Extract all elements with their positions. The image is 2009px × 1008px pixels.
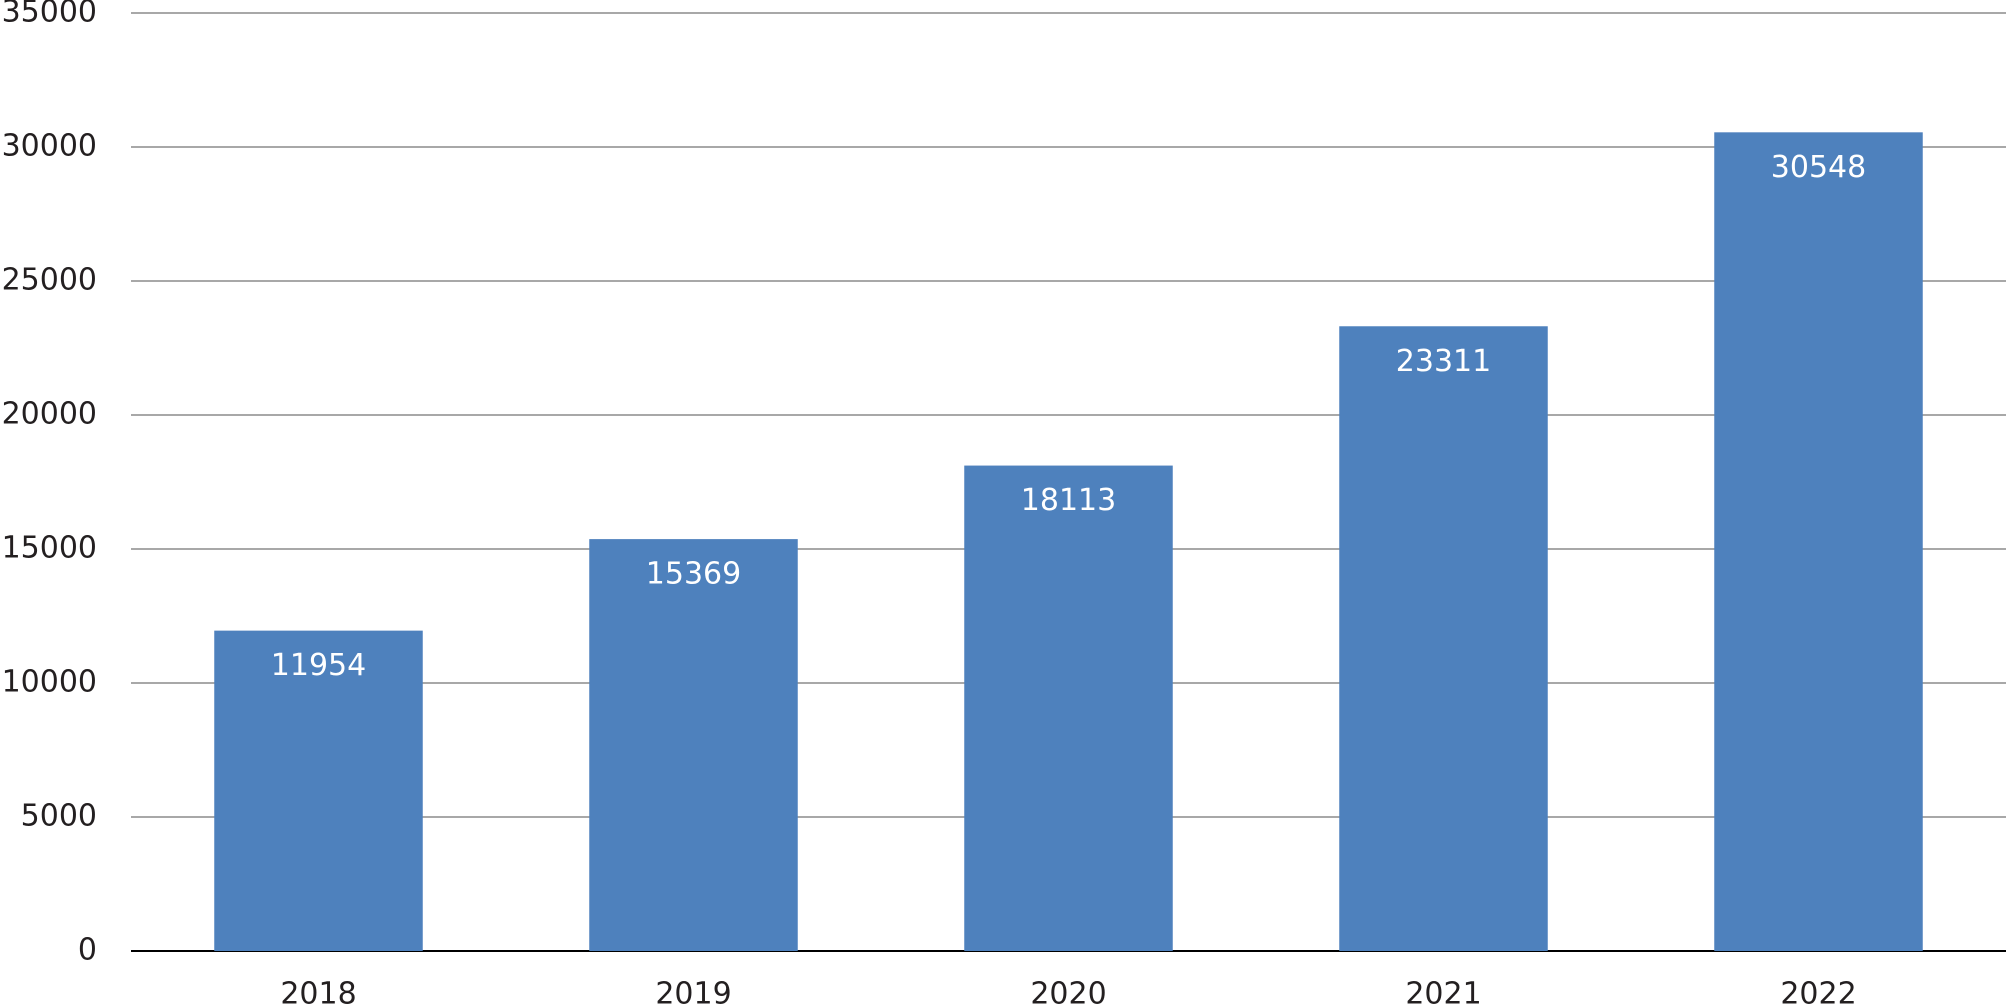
x-tick-label: 2020 [1030, 977, 1106, 1008]
y-tick-label: 15000 [2, 531, 97, 566]
x-tick-label: 2021 [1405, 977, 1481, 1008]
x-tick-label: 2022 [1780, 977, 1856, 1008]
x-tick-label: 2019 [655, 977, 731, 1008]
data-label: 15369 [646, 557, 741, 592]
y-tick-label: 30000 [2, 129, 97, 164]
y-tick-label: 20000 [2, 397, 97, 432]
data-label: 30548 [1771, 150, 1866, 185]
y-tick-label: 35000 [2, 0, 97, 30]
bar [964, 465, 1173, 951]
bar [214, 630, 423, 951]
data-label: 23311 [1396, 344, 1491, 379]
bar [589, 539, 798, 951]
y-tick-label: 25000 [2, 263, 97, 298]
bar [1339, 326, 1548, 951]
data-label: 18113 [1021, 483, 1116, 518]
x-tick-label: 2018 [280, 977, 356, 1008]
y-tick-label: 5000 [21, 799, 97, 834]
y-tick-label: 0 [78, 933, 97, 968]
y-tick-label: 10000 [2, 665, 97, 700]
data-label: 11954 [271, 648, 366, 683]
bar [1714, 132, 1923, 951]
